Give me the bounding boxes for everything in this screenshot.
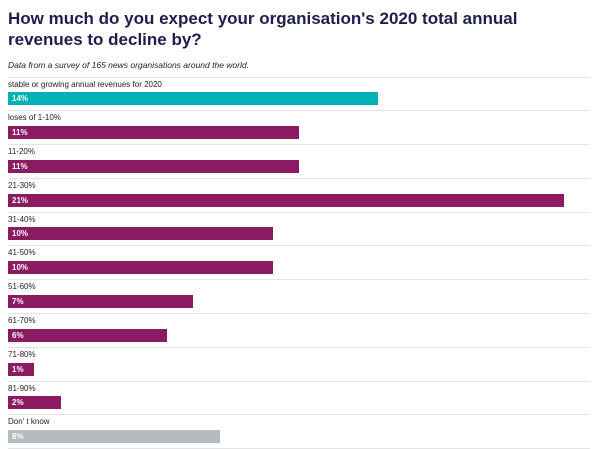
- bar-value-label: 11%: [12, 128, 28, 138]
- category-label: 51-60%: [8, 282, 36, 292]
- bar: 14%: [8, 92, 379, 106]
- chart-row: 11-20% 11%: [8, 144, 590, 173]
- bar-value-label: 10%: [12, 263, 29, 273]
- bar-value-label: 1%: [12, 364, 24, 374]
- chart-row: loses of 1-10% 11%: [8, 110, 590, 140]
- category-label: loses of 1-10%: [8, 113, 61, 123]
- bar: 1%: [8, 362, 35, 376]
- bar-value-label: 7%: [12, 297, 24, 307]
- category-label: 21-30%: [8, 180, 36, 190]
- bar-value-label: 6%: [12, 330, 24, 340]
- category-label: 11-20%: [8, 147, 35, 157]
- category-label: 71-80%: [8, 349, 36, 359]
- bar-value-label: 14%: [12, 94, 29, 104]
- chart-title: How much do you expect your organisation…: [8, 9, 518, 50]
- category-label: 41-50%: [8, 248, 36, 258]
- chart-row: stable or growing annual revenues for 20…: [8, 76, 590, 106]
- bar: 11%: [8, 159, 299, 173]
- category-label: 81-90%: [8, 383, 36, 393]
- chart-row: 51-60% 7%: [8, 279, 590, 309]
- chart-row: 41-50% 10%: [8, 245, 590, 275]
- chart-row: 61-70% 6%: [8, 313, 590, 342]
- category-label: Don' t know: [8, 417, 50, 427]
- bar-value-label: 21%: [12, 195, 29, 205]
- bar-value-label: 11%: [12, 161, 28, 171]
- chart-row: Don' t know 8%: [8, 414, 590, 444]
- chart-rows: stable or growing annual revenues for 20…: [8, 76, 590, 444]
- chart-subtitle: Data from a survey of 165 news organisat…: [8, 59, 249, 70]
- bar: 10%: [8, 227, 273, 241]
- bar-value-label: 10%: [12, 229, 29, 239]
- category-label: 61-70%: [8, 316, 36, 326]
- chart-row: 81-90% 2%: [8, 380, 590, 410]
- chart-row: 31-40% 10%: [8, 211, 590, 241]
- bar-value-label: 2%: [12, 398, 24, 408]
- bar: 21%: [8, 193, 564, 207]
- bar-value-label: 8%: [12, 432, 24, 442]
- chart-row: 71-80% 1%: [8, 346, 590, 376]
- bar: 10%: [8, 261, 273, 275]
- bar: 11%: [8, 126, 299, 140]
- bar: 8%: [8, 430, 220, 444]
- chart-row: 21-30% 21%: [8, 177, 590, 207]
- bar: 2%: [8, 396, 61, 410]
- category-label: 31-40%: [8, 214, 36, 224]
- bar: 6%: [8, 328, 167, 342]
- category-label: stable or growing annual revenues for 20…: [8, 79, 162, 89]
- bar: 7%: [8, 295, 194, 309]
